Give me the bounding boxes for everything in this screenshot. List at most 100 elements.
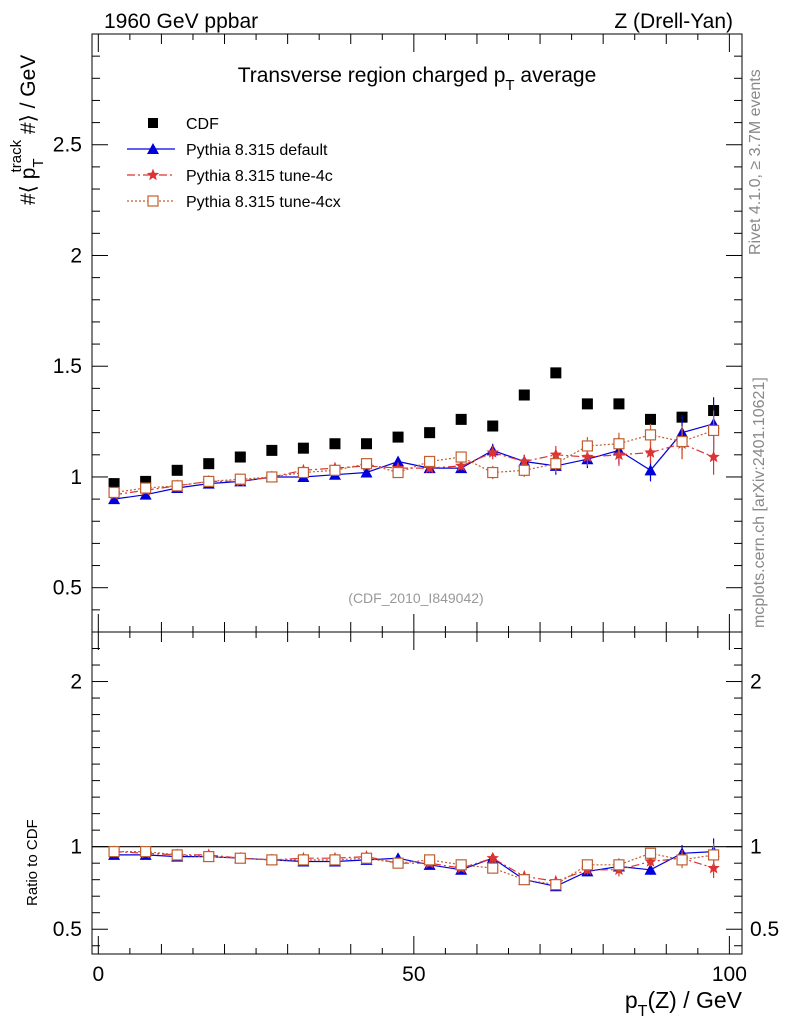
data-point [707,450,720,463]
legend-item-tune-4c: Pythia 8.315 tune-4c [127,168,333,185]
mcplots-label: mcplots.cern.ch [arXiv:2401.10621] [751,377,768,628]
legend-marker-tune-4c [146,168,160,181]
x-tick-label: 50 [402,963,425,986]
series-pythia-8-315-default [108,397,720,505]
data-point [360,852,373,864]
data-point [613,398,625,410]
data-point [297,442,309,454]
legend-marker-cdf [148,118,158,128]
series-pythia-8-315-tune-4cx-ratio [108,843,720,891]
data-point [361,438,373,450]
main-title: Transverse region charged pT average [238,64,597,94]
data-point [203,475,215,487]
x-axis-label: pT(Z) / GeV [625,987,743,1020]
data-point [171,849,183,861]
data-point [171,464,183,476]
data-point [203,850,215,863]
main-axis-ticks: 0.5 1 1.5 2 2.5 [53,33,742,633]
y-tick-label: 2.5 [53,134,82,157]
data-point [266,471,278,483]
series-pythia-8-315-tune-4cx [108,410,720,499]
data-point [203,458,215,470]
y-tick-label: 1.5 [53,355,82,378]
legend-item-cdf: CDF [148,116,219,133]
data-point [392,466,404,479]
data-point [487,466,499,479]
main-y-label: #⟨ pTtrack #⟩ / GeV [8,55,47,205]
data-point [708,424,720,437]
y-tick-label: 1 [70,466,82,489]
data-point [329,438,341,450]
data-point [329,854,341,866]
legend-marker-tune-4cx [147,195,159,207]
ratio-frame [91,631,743,955]
data-point [486,851,499,864]
data-point [234,451,246,463]
data-point [108,486,120,499]
data-point [392,431,404,443]
ratio-y-label: Ratio to CDF [24,819,41,906]
data-point [234,473,246,485]
xlabel-sub: T [638,1003,648,1020]
y-tick-label: 2 [70,671,82,694]
data-point [707,861,720,874]
header-energy: 1960 GeV ppbar [104,10,258,33]
series-pythia-8-315-tune-4c-ratio [107,845,720,887]
ylabel-sup: track [8,139,25,172]
data-point [581,859,593,871]
data-point [518,874,530,886]
data-point [108,846,120,858]
rivet-label: Rivet 4.1.0, ≥ 3.7M events [747,69,764,255]
ratio-panel: Ratio to CDF 0.5 1 2 0.5 1 2 0 50 100 pT(Z) / Ge… [24,631,779,1020]
data-point [676,854,688,866]
analysis-watermark: (CDF_2010_I849042) [348,590,483,606]
data-point [613,438,625,450]
data-point [644,413,656,425]
data-point [581,440,593,452]
data-point [549,448,562,461]
data-point [487,862,499,874]
data-point [455,459,468,472]
data-point [518,389,530,401]
xlabel-rest: (Z) / GeV [647,987,742,1013]
data-point [581,398,593,410]
series-pythia-8-315-tune-4c [107,428,720,500]
title-rest: average [515,64,597,87]
data-point [518,455,531,467]
legend-label-tune-4cx: Pythia 8.315 tune-4cx [186,194,341,211]
data-point [455,859,467,871]
data-point [644,847,657,859]
y-tick-label-right: 2 [750,671,762,694]
data-point [455,451,467,463]
data-point [171,480,183,492]
data-point [644,855,657,867]
legend-label-cdf: CDF [186,116,219,133]
legend-label-default: Pythia 8.315 default [186,142,328,159]
data-point [487,420,499,432]
data-point [486,446,499,458]
data-point [108,493,121,505]
data-point [424,455,436,468]
data-point [329,464,341,476]
legend-item-tune-4cx: Pythia 8.315 tune-4cx [127,194,341,211]
data-point [455,413,467,425]
data-point [108,478,120,490]
ratio-data-marks [107,838,720,892]
data-point [550,879,562,891]
data-point [424,427,436,439]
y-tick-label: 0.5 [53,918,82,941]
legend-label-tune-4c: Pythia 8.315 tune-4c [186,168,333,185]
data-point [424,854,436,866]
data-point [297,466,310,479]
ylabel-sub: T [30,158,47,167]
data-point [708,849,720,861]
legend: CDF Pythia 8.315 default Pythia 8.315 tu… [127,116,341,211]
data-point [266,444,278,456]
legend-item-default: Pythia 8.315 default [127,142,328,159]
data-point [360,458,373,470]
data-point [139,488,152,500]
data-point [234,852,246,864]
header-process: Z (Drell-Yan) [614,10,733,33]
data-point [266,854,278,866]
